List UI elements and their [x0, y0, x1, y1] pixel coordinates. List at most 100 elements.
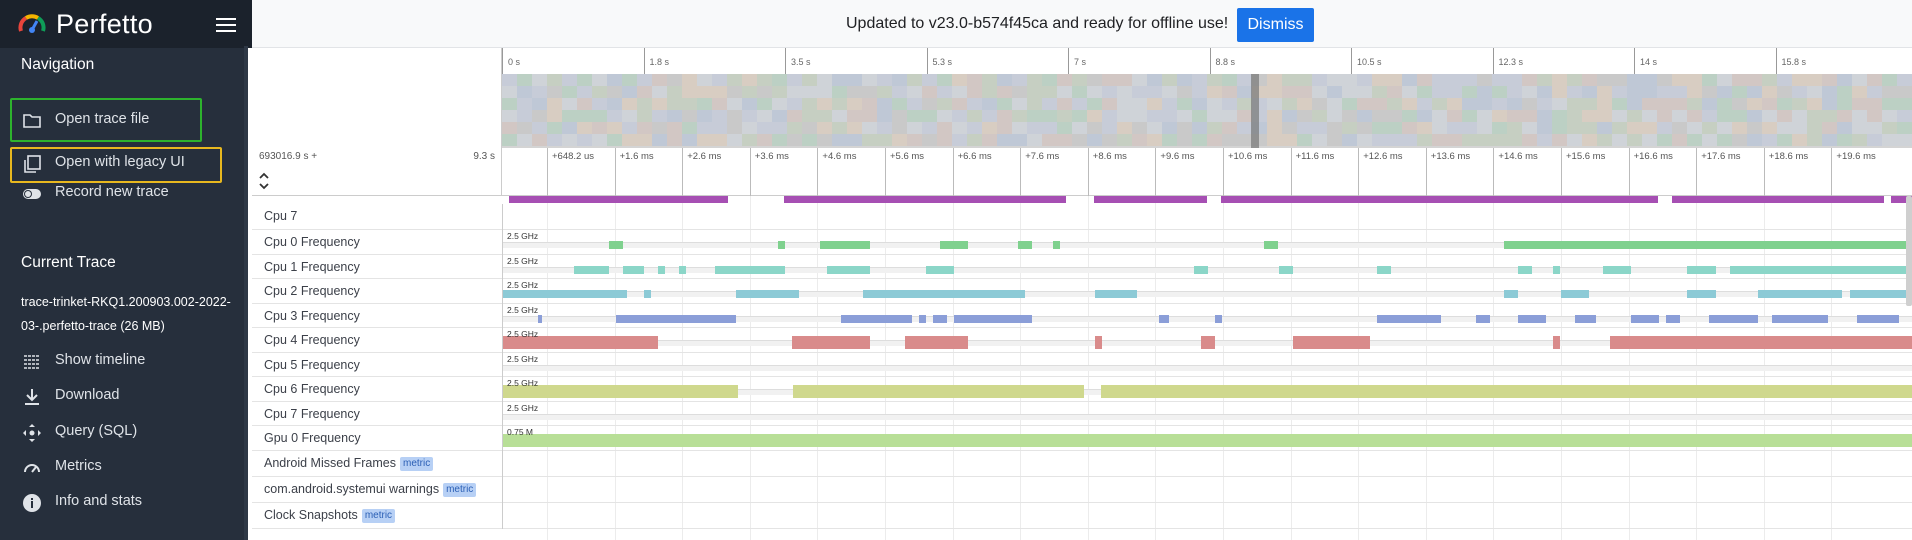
freq-segment[interactable] [1377, 314, 1441, 323]
freq-segment[interactable] [1292, 336, 1335, 349]
freq-segment[interactable] [1017, 241, 1032, 249]
freq-segment[interactable] [1609, 336, 1912, 349]
track-canvas[interactable]: 2.5 GHz [502, 254, 1912, 279]
freq-segment[interactable] [1504, 241, 1730, 249]
freq-segment[interactable] [820, 241, 870, 249]
freq-segment[interactable] [1518, 265, 1533, 274]
freq-segment[interactable] [1666, 314, 1681, 323]
overview-heatmap[interactable] [502, 74, 1912, 148]
freq-segment[interactable] [793, 385, 1084, 398]
freq-segment[interactable] [841, 314, 912, 323]
slice[interactable] [1890, 196, 1912, 203]
track-canvas[interactable]: 2.5 GHz [502, 401, 1912, 426]
freq-segment[interactable] [926, 265, 955, 274]
freq-segment[interactable] [1518, 314, 1547, 323]
freq-segment[interactable] [1100, 385, 1342, 398]
freq-segment[interactable] [777, 241, 785, 249]
freq-segment[interactable] [503, 336, 659, 349]
track-row[interactable]: Cpu 6 Frequency 2.5 GHz [252, 377, 1912, 402]
freq-segment[interactable] [1095, 290, 1138, 298]
freq-segment[interactable] [608, 241, 623, 249]
dismiss-button[interactable]: Dismiss [1237, 8, 1314, 42]
freq-segment[interactable] [1786, 314, 1829, 323]
freq-segment[interactable] [735, 290, 800, 298]
track-canvas[interactable] [502, 502, 1912, 529]
freq-segment[interactable] [1447, 385, 1912, 398]
freq-segment[interactable] [538, 314, 543, 323]
freq-segment[interactable] [792, 336, 870, 349]
show-timeline-button[interactable]: Show timeline [10, 344, 238, 378]
track-canvas[interactable]: 0.75 M [502, 426, 1912, 451]
freq-segment[interactable] [615, 314, 736, 323]
track-canvas[interactable]: 2.5 GHz [502, 303, 1912, 328]
track-row[interactable]: Android Missed Frames metric [252, 450, 1912, 477]
track-canvas[interactable]: 2.5 GHz [502, 230, 1912, 255]
freq-segment[interactable] [954, 314, 1032, 323]
metrics-button[interactable]: Metrics [10, 450, 238, 484]
record-new-trace-button[interactable]: Record new trace [10, 176, 238, 210]
freq-segment[interactable] [1631, 314, 1660, 323]
slice[interactable] [784, 196, 1066, 203]
track-row[interactable]: Cpu 2 Frequency 2.5 GHz [252, 279, 1912, 304]
viewport-marker[interactable] [1251, 74, 1259, 148]
track-canvas[interactable] [502, 204, 1912, 230]
freq-segment[interactable] [1341, 385, 1448, 398]
slice-strip[interactable] [502, 196, 1912, 203]
freq-segment[interactable] [1278, 265, 1293, 274]
track-row[interactable]: Cpu 4 Frequency 2.5 GHz [252, 328, 1912, 353]
track-row[interactable]: com.android.systemui warnings metric [252, 476, 1912, 503]
slice[interactable] [1672, 196, 1884, 203]
open-trace-file-button[interactable]: Open trace file [10, 103, 238, 137]
freq-segment[interactable] [827, 265, 870, 274]
track-canvas[interactable] [502, 476, 1912, 503]
track-row[interactable]: Cpu 3 Frequency 2.5 GHz [252, 303, 1912, 328]
track-canvas[interactable]: 2.5 GHz [502, 328, 1912, 353]
slice[interactable] [1221, 196, 1659, 203]
freq-segment[interactable] [1200, 336, 1216, 349]
freq-segment[interactable] [622, 265, 644, 274]
freq-segment[interactable] [714, 265, 785, 274]
freq-segment[interactable] [1334, 336, 1371, 349]
track-row[interactable]: Cpu 7 Frequency 2.5 GHz [252, 401, 1912, 426]
track-canvas[interactable]: 2.5 GHz [502, 377, 1912, 402]
info-and-stats-button[interactable]: Info and stats [10, 485, 238, 519]
freq-segment[interactable] [1687, 265, 1716, 274]
freq-segment[interactable] [1729, 314, 1758, 323]
freq-segment[interactable] [1856, 314, 1899, 323]
track-row[interactable]: Cpu 0 Frequency 2.5 GHz [252, 230, 1912, 255]
sidebar-scrollbar[interactable] [244, 46, 248, 540]
download-button[interactable]: Download [10, 379, 238, 413]
freq-segment[interactable] [1553, 265, 1561, 274]
freq-segment[interactable] [573, 265, 609, 274]
track-canvas[interactable] [502, 450, 1912, 477]
freq-segment[interactable] [1729, 241, 1912, 249]
menu-icon[interactable] [216, 18, 236, 32]
track-row[interactable]: Cpu 5 Frequency 2.5 GHz [252, 352, 1912, 377]
freq-segment[interactable] [503, 434, 1912, 447]
track-row[interactable]: Clock Snapshots metric [252, 502, 1912, 529]
open-legacy-ui-button[interactable]: Open with legacy UI [10, 146, 238, 180]
tracks-scrollbar[interactable] [1906, 196, 1912, 306]
query-sql-button[interactable]: Query (SQL) [10, 415, 238, 449]
slice[interactable] [509, 196, 728, 203]
freq-segment[interactable] [1553, 336, 1561, 349]
freq-segment[interactable] [1560, 290, 1589, 298]
freq-segment[interactable] [1764, 290, 1822, 298]
freq-segment[interactable] [1849, 290, 1912, 298]
freq-segment[interactable] [1377, 265, 1392, 274]
freq-segment[interactable] [1602, 265, 1631, 274]
freq-segment[interactable] [918, 314, 926, 323]
track-row[interactable]: Cpu 1 Frequency 2.5 GHz [252, 254, 1912, 279]
track-row[interactable]: Gpu 0 Frequency 0.75 M [252, 426, 1912, 451]
freq-segment[interactable] [1821, 290, 1843, 298]
overview-timeline[interactable]: 0 s 1.8 s 3.5 s 5.3 s 7 s 8.8 s 10.5 s 12.3 s 14… [252, 48, 1912, 148]
freq-segment[interactable] [1475, 314, 1490, 323]
freq-segment[interactable] [904, 336, 969, 349]
freq-segment[interactable] [1772, 265, 1912, 274]
freq-segment[interactable] [1504, 290, 1519, 298]
freq-segment[interactable] [503, 385, 739, 398]
freq-segment[interactable] [1193, 265, 1208, 274]
freq-segment[interactable] [1264, 241, 1279, 249]
freq-segment[interactable] [1687, 290, 1716, 298]
track-canvas[interactable]: 2.5 GHz [502, 352, 1912, 377]
